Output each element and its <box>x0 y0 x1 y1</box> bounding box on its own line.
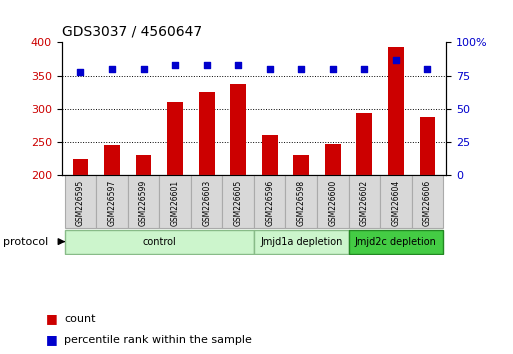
Bar <box>420 118 435 175</box>
Text: GSM226596: GSM226596 <box>265 179 274 226</box>
Bar <box>199 92 214 175</box>
Point <box>329 66 337 72</box>
FancyBboxPatch shape <box>348 230 443 253</box>
Point <box>423 66 431 72</box>
Point <box>140 66 148 72</box>
Bar <box>293 155 309 175</box>
Text: GDS3037 / 4560647: GDS3037 / 4560647 <box>62 24 202 39</box>
FancyBboxPatch shape <box>317 175 348 228</box>
Point <box>76 69 85 75</box>
Bar <box>73 159 88 175</box>
Text: ■: ■ <box>46 312 58 325</box>
Text: count: count <box>64 314 95 324</box>
FancyBboxPatch shape <box>285 175 317 228</box>
Text: control: control <box>143 236 176 247</box>
Text: GSM226605: GSM226605 <box>233 179 243 226</box>
Bar <box>325 144 341 175</box>
Point <box>108 66 116 72</box>
Text: Jmjd1a depletion: Jmjd1a depletion <box>260 236 343 247</box>
Text: GSM226601: GSM226601 <box>171 179 180 225</box>
Point <box>234 62 242 68</box>
FancyBboxPatch shape <box>65 230 254 253</box>
FancyBboxPatch shape <box>160 175 191 228</box>
Bar <box>135 155 151 175</box>
Text: GSM226606: GSM226606 <box>423 179 432 226</box>
Bar <box>230 84 246 175</box>
FancyBboxPatch shape <box>411 175 443 228</box>
Bar <box>167 102 183 175</box>
FancyBboxPatch shape <box>191 175 223 228</box>
Text: GSM226595: GSM226595 <box>76 179 85 226</box>
Text: GSM226597: GSM226597 <box>108 179 116 226</box>
Text: GSM226604: GSM226604 <box>391 179 400 226</box>
Bar <box>357 113 372 175</box>
Point <box>171 62 179 68</box>
Bar <box>388 47 404 175</box>
Text: protocol: protocol <box>3 236 48 247</box>
Text: GSM226600: GSM226600 <box>328 179 337 226</box>
Text: Jmjd2c depletion: Jmjd2c depletion <box>355 236 437 247</box>
Point <box>360 66 368 72</box>
Text: ■: ■ <box>46 333 58 346</box>
FancyBboxPatch shape <box>254 230 348 253</box>
Bar <box>262 135 278 175</box>
FancyBboxPatch shape <box>65 175 96 228</box>
FancyBboxPatch shape <box>380 175 411 228</box>
FancyBboxPatch shape <box>96 175 128 228</box>
FancyBboxPatch shape <box>348 175 380 228</box>
Point <box>297 66 305 72</box>
Point <box>203 62 211 68</box>
Text: percentile rank within the sample: percentile rank within the sample <box>64 335 252 345</box>
FancyBboxPatch shape <box>223 175 254 228</box>
Point <box>266 66 274 72</box>
Text: GSM226602: GSM226602 <box>360 179 369 225</box>
Point <box>392 57 400 63</box>
Text: GSM226603: GSM226603 <box>202 179 211 226</box>
FancyBboxPatch shape <box>128 175 160 228</box>
FancyBboxPatch shape <box>254 175 285 228</box>
Text: GSM226598: GSM226598 <box>297 179 306 225</box>
Bar <box>104 145 120 175</box>
Text: GSM226599: GSM226599 <box>139 179 148 226</box>
